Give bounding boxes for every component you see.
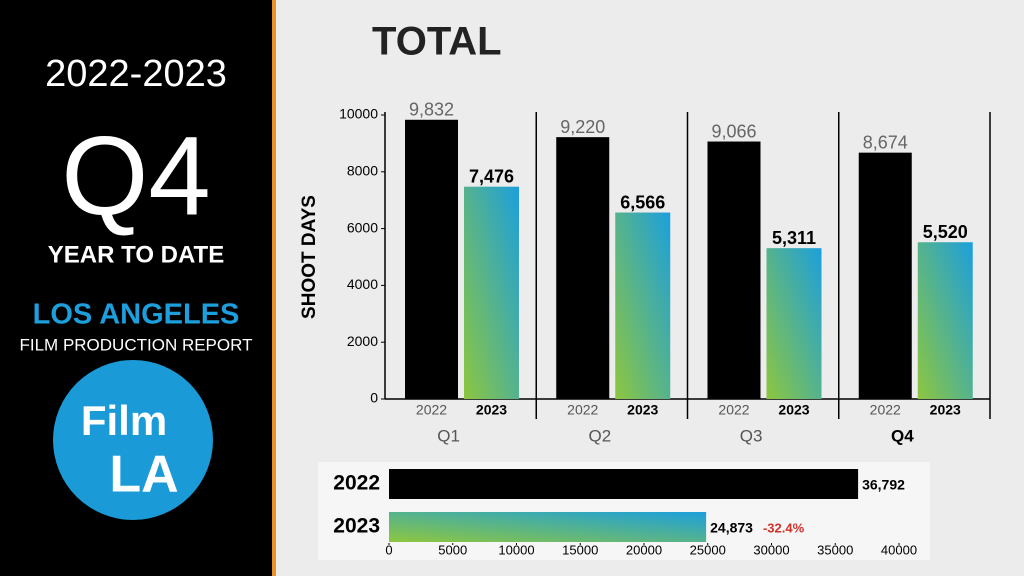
bar [405,119,458,399]
x-tick-label: 25000 [690,542,726,557]
value-label: 8,674 [863,132,908,152]
bar [464,186,519,399]
x-tick-label: Q2 [589,426,612,445]
value-label: 24,873 [710,520,753,536]
subtitle: YEAR TO DATE [48,241,224,268]
value-label: 9,832 [409,100,454,120]
x-tick-label: 40000 [881,542,917,557]
x-tick-label: 20000 [626,542,662,557]
y-tick-label: 10000 [339,106,378,122]
y-tick-label: 4000 [347,276,378,292]
series-label: 2023 [778,402,809,418]
bar [707,141,761,399]
logo-text: Film [81,397,167,444]
x-tick-label: Q1 [437,426,460,445]
value-label: 36,792 [862,477,905,493]
logo-text: LA [109,446,178,504]
x-tick-label: 30000 [753,542,789,557]
series-label: 2023 [476,402,507,418]
series-label: 2022 [718,402,749,418]
bar [615,212,671,399]
x-tick-label: 35000 [817,542,853,557]
value-label: 7,476 [469,166,514,186]
x-tick-label: Q4 [891,426,914,445]
bar [766,248,822,399]
years: 2022-2023 [45,53,227,95]
x-tick-label: 15000 [562,542,598,557]
value-label: 5,520 [923,222,968,242]
y-tick-label: 2000 [347,333,378,349]
value-label: 9,220 [560,117,605,137]
y-tick-label: 0 [370,390,378,406]
category-label: 2023 [333,515,380,538]
bar [389,469,859,499]
bar [858,152,912,399]
x-tick-label: Q3 [740,426,763,445]
value-label: 6,566 [620,192,665,212]
y-axis-label: SHOOT DAYS [299,195,320,319]
bar [389,512,707,542]
series-label: 2023 [627,402,658,418]
y-tick-label: 8000 [347,163,378,179]
category-label: 2022 [333,472,380,495]
y-tick-label: 6000 [347,219,378,235]
report: FILM PRODUCTION REPORT [20,335,253,354]
logo [53,360,213,520]
x-tick-label: 0 [385,542,392,557]
series-label: 2023 [930,402,961,418]
value-label: 9,066 [711,121,756,141]
series-label: 2022 [567,402,598,418]
chart-title: TOTAL [372,20,502,64]
series-label: 2022 [870,402,901,418]
annotation: -32.4% [763,520,805,535]
series-label: 2022 [416,402,447,418]
bar [917,242,973,399]
divider [272,0,276,576]
value-label: 5,311 [772,228,816,248]
x-tick-label: 5000 [438,542,467,557]
city: LOS ANGELES [33,299,240,331]
quarter: Q4 [61,114,210,239]
x-tick-label: 10000 [498,542,534,557]
bar [556,137,610,400]
